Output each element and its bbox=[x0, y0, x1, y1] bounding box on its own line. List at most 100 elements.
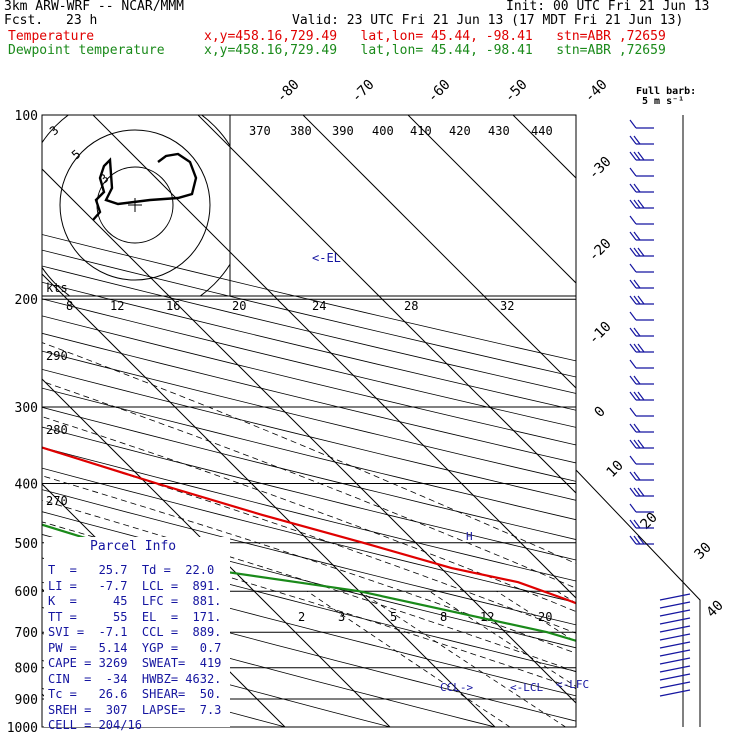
wind-barb bbox=[629, 279, 654, 289]
wind-barb-feather bbox=[633, 231, 641, 241]
wind-barb-feather bbox=[633, 279, 641, 289]
isotherm-line bbox=[407, 115, 576, 284]
theta-label: 270 bbox=[46, 494, 68, 508]
hodograph-ring-label: 3 bbox=[47, 123, 62, 138]
wind-barb-feather bbox=[629, 487, 637, 497]
wind-barb-feather bbox=[633, 199, 641, 209]
init-time: Init: 00 UTC Fri 21 Jun 13 bbox=[506, 0, 710, 14]
pressure-label: 700 bbox=[15, 626, 38, 641]
dry-adiabat bbox=[42, 467, 576, 604]
isotherm-label: 10 bbox=[604, 458, 627, 481]
dry-adiabat bbox=[42, 281, 576, 411]
isotherm-line bbox=[42, 378, 391, 727]
pressure-label: 600 bbox=[15, 585, 38, 600]
isotherm-label: -10 bbox=[586, 319, 615, 348]
forecast-label: Fcst. bbox=[4, 13, 44, 28]
wind-barb-feather bbox=[637, 247, 645, 257]
wind-barb bbox=[629, 247, 654, 257]
dewpoint-legend: Dewpoint temperature bbox=[8, 43, 165, 58]
h-marker: H bbox=[466, 530, 473, 543]
wind-barb-feather bbox=[629, 439, 637, 449]
wind-barb bbox=[629, 519, 654, 529]
hodograph-ring-label: 5 bbox=[69, 147, 84, 162]
wind-barb bbox=[629, 199, 654, 209]
parcel-row: K = 45 LFC = 881. bbox=[48, 594, 222, 608]
wind-barb-feather bbox=[633, 247, 641, 257]
model-title: 3km ARW-WRF -- NCAR/MMM bbox=[4, 0, 185, 14]
wind-barb bbox=[629, 391, 654, 401]
wind-barb-feather bbox=[633, 471, 641, 481]
parcel-row: CIN = -34 HWBZ= 4632. bbox=[48, 671, 222, 686]
wind-barb-feather bbox=[633, 327, 641, 337]
wind-barb-feather bbox=[629, 183, 637, 193]
wind-barb-feather bbox=[633, 487, 641, 497]
mixing-ratio-label: 3 bbox=[338, 610, 345, 624]
wind-barb-staff bbox=[659, 673, 691, 681]
wind-barb bbox=[629, 135, 654, 145]
el-marker: <-EL bbox=[312, 251, 341, 265]
wind-barb-staff bbox=[659, 609, 691, 617]
wind-barb-staff bbox=[659, 601, 691, 609]
wind-barb bbox=[629, 295, 654, 305]
wind-barb-feather bbox=[629, 471, 637, 481]
parcel-row: CELL = 204/16 bbox=[48, 718, 142, 732]
theta-e-label: 430 bbox=[488, 124, 510, 138]
wind-barb-feather bbox=[629, 279, 637, 289]
wind-barb-feather bbox=[633, 135, 641, 145]
wind-barb-feather bbox=[629, 407, 637, 417]
theta-label: 280 bbox=[46, 423, 68, 437]
dry-adiabat bbox=[42, 489, 576, 626]
barb-legend-unit: 5 m s⁻¹ bbox=[642, 96, 684, 107]
wind-barb bbox=[629, 503, 654, 513]
wind-barb bbox=[629, 215, 654, 225]
hodograph-speed-label: 8 bbox=[66, 299, 73, 313]
temperature-legend: Temperature bbox=[8, 29, 95, 44]
dry-adiabat bbox=[42, 368, 576, 501]
hodograph-speed-label: 24 bbox=[312, 299, 326, 313]
isotherm-label: -20 bbox=[586, 236, 615, 265]
pressure-label: 300 bbox=[15, 401, 38, 416]
wind-barb-feather bbox=[637, 535, 645, 545]
wind-barb bbox=[629, 535, 654, 545]
dry-adiabat bbox=[42, 332, 576, 464]
wind-barb-feather bbox=[633, 535, 641, 545]
isotherm-label: -30 bbox=[586, 154, 615, 183]
wind-barb bbox=[629, 343, 654, 353]
wind-barb-feather bbox=[633, 391, 641, 401]
mixing-ratio-label: 20 bbox=[538, 610, 552, 624]
wind-barb-feather bbox=[629, 119, 637, 129]
isotherm-label: 0 bbox=[592, 404, 609, 421]
mixing-ratio-label: 2 bbox=[298, 610, 305, 624]
wind-barb-feather bbox=[629, 455, 637, 465]
dewpoint-location: x,y=458.16,729.49 lat,lon= 45.44, -98.41… bbox=[204, 43, 666, 58]
wind-barb-feather bbox=[629, 167, 637, 177]
mixing-ratio-line bbox=[306, 590, 511, 727]
isotherm-label: 20 bbox=[638, 510, 661, 533]
wind-barb bbox=[629, 471, 654, 481]
wind-barb bbox=[629, 375, 654, 385]
lfc-marker: <-LFC bbox=[556, 678, 589, 691]
wind-barb-staff bbox=[659, 593, 691, 601]
wind-barb-feather bbox=[633, 423, 641, 433]
hodograph-speed-label: 12 bbox=[110, 299, 124, 313]
hodograph-trace bbox=[92, 152, 198, 221]
dry-adiabat bbox=[42, 315, 576, 446]
parcel-row: LI = -7.7 LCL = 891. bbox=[48, 578, 222, 593]
parcel-row: PW = 5.14 YGP = 0.7 bbox=[48, 640, 222, 655]
wind-barb bbox=[629, 423, 654, 433]
isotherm-label: -40 bbox=[582, 77, 611, 106]
pressure-label: 100 bbox=[15, 109, 38, 124]
isotherm-line bbox=[42, 273, 496, 727]
hodograph-speed-label: 16 bbox=[166, 299, 180, 313]
isotherm-label: 30 bbox=[692, 540, 715, 563]
wind-barb-feather bbox=[629, 311, 637, 321]
dry-adiabat bbox=[42, 350, 576, 482]
temperature-location: x,y=458.16,729.49 lat,lon= 45.44, -98.41… bbox=[204, 29, 666, 44]
dry-adiabat bbox=[42, 249, 576, 378]
isotherm-line bbox=[92, 115, 576, 599]
parcel-row: TT = 55 EL = 171. bbox=[48, 609, 222, 624]
pressure-label: 1000 bbox=[7, 721, 38, 736]
wind-barb-feather bbox=[629, 151, 637, 161]
wind-barb-feather bbox=[633, 375, 641, 385]
